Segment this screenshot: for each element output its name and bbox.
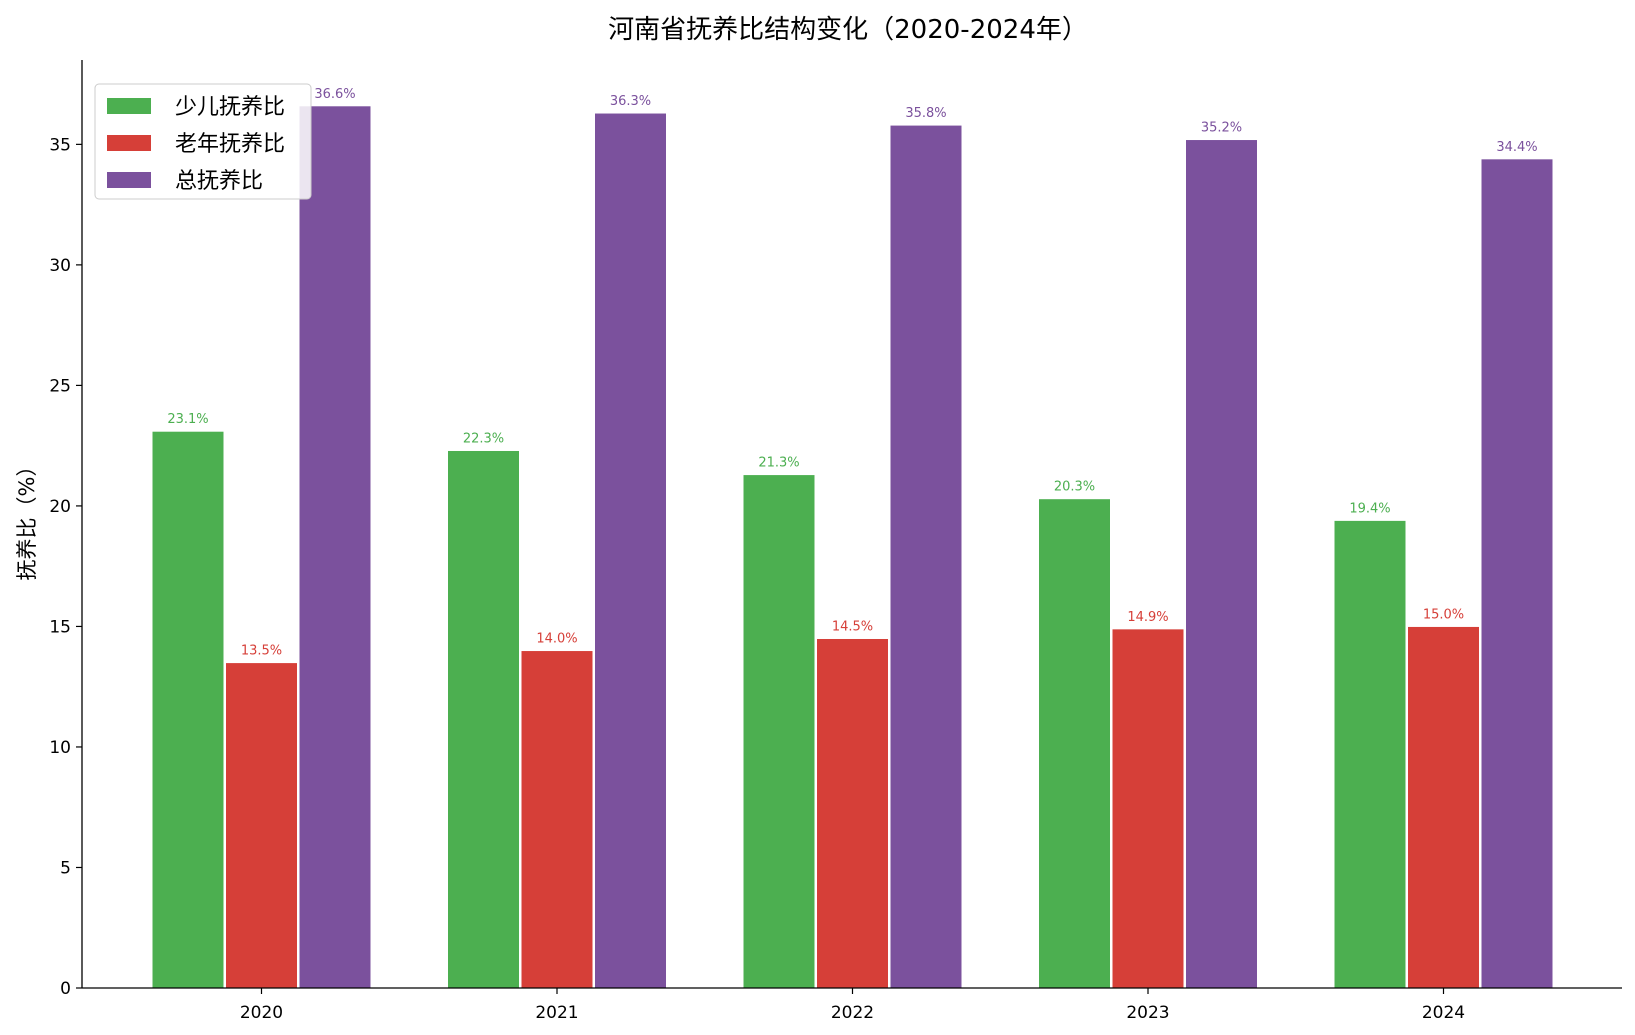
bar-2023-series-1 — [1111, 628, 1185, 989]
data-label-2020-series-1: 13.5% — [241, 644, 282, 659]
x-tick-label-2023: 2023 — [1126, 1003, 1169, 1023]
data-label-2024-series-1: 15.0% — [1423, 607, 1464, 622]
data-label-2020-series-2: 36.6% — [314, 87, 355, 102]
x-tick-label-2024: 2024 — [1422, 1003, 1465, 1023]
bar-2021-series-1 — [520, 650, 594, 989]
bar-2020-series-1 — [225, 662, 298, 989]
legend-swatch-0 — [107, 98, 151, 114]
y-tick-label-25: 25 — [49, 376, 71, 396]
bar-2020-series-2 — [298, 105, 372, 989]
data-label-2021-series-2: 36.3% — [610, 94, 651, 109]
data-label-2020-series-0: 23.1% — [167, 412, 208, 427]
data-label-2023-series-1: 14.9% — [1127, 610, 1168, 625]
x-tick-label-2022: 2022 — [831, 1003, 874, 1023]
bar-2023-series-2 — [1185, 139, 1258, 989]
y-tick-label-30: 30 — [49, 256, 71, 276]
bar-2020-series-0 — [151, 430, 225, 989]
data-label-2022-series-0: 21.3% — [758, 456, 799, 471]
legend-label-2: 总抚养比 — [175, 169, 263, 194]
bar-2022-series-0 — [742, 474, 816, 989]
bar-2023-series-0 — [1038, 498, 1111, 989]
data-label-2024-series-2: 34.4% — [1496, 140, 1537, 155]
bar-2024-series-2 — [1480, 158, 1554, 989]
legend-label-1: 老年抚养比 — [175, 132, 285, 157]
data-label-2021-series-1: 14.0% — [536, 632, 577, 647]
x-tick-label-2021: 2021 — [535, 1003, 578, 1023]
data-label-2021-series-0: 22.3% — [463, 431, 504, 446]
chart-title: 河南省抚养比结构变化（2020-2024年） — [608, 15, 1088, 45]
y-tick-label-15: 15 — [49, 617, 71, 637]
legend-label-0: 少儿抚养比 — [175, 95, 285, 120]
x-tick-label-2020: 2020 — [240, 1003, 283, 1023]
legend-swatch-1 — [107, 135, 151, 151]
y-tick-label-10: 10 — [49, 738, 71, 758]
data-label-2023-series-2: 35.2% — [1201, 121, 1242, 136]
bar-2022-series-1 — [816, 637, 889, 989]
plot-area: 23.1% 13.5% 36.6% 22.3% 14.0% 36.3% 21.3% 14.5%… — [49, 60, 1622, 1023]
data-label-2022-series-1: 14.5% — [832, 619, 873, 634]
bar-2021-series-2 — [594, 112, 667, 989]
y-tick-label-0: 0 — [60, 979, 71, 999]
legend-swatch-2 — [107, 172, 151, 188]
bar-2022-series-2 — [889, 124, 963, 989]
bar-2021-series-0 — [447, 449, 520, 989]
y-tick-label-35: 35 — [49, 135, 71, 155]
data-label-2024-series-0: 19.4% — [1349, 501, 1390, 516]
bar-2024-series-1 — [1407, 625, 1480, 989]
y-axis-label: 抚养比（%） — [15, 456, 39, 581]
y-tick-label-5: 5 — [60, 858, 71, 878]
bars: 23.1% 13.5% 36.6% 22.3% 14.0% 36.3% 21.3% 14.5%… — [151, 87, 1554, 989]
data-label-2023-series-0: 20.3% — [1054, 480, 1095, 495]
bar-2024-series-0 — [1333, 519, 1407, 989]
data-label-2022-series-2: 35.8% — [905, 106, 946, 121]
y-tick-label-20: 20 — [49, 497, 71, 517]
